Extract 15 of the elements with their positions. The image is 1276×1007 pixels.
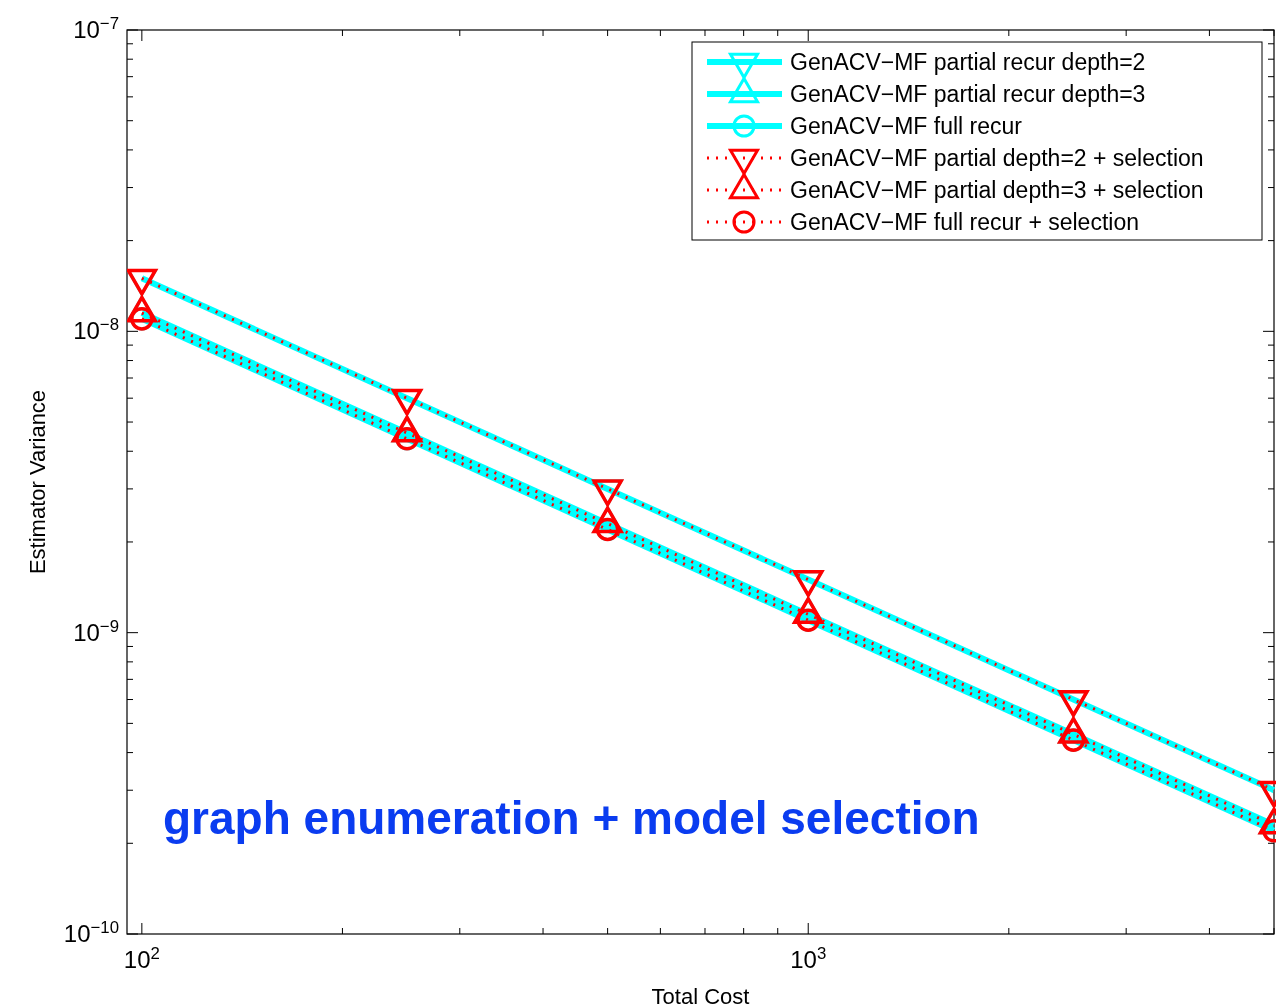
y-tick-label: 10$^{−7}$	[73, 13, 119, 43]
legend-label: GenACV−MF partial recur depth=3	[790, 81, 1146, 107]
y-tick-label: 10$^{−9}$	[73, 616, 119, 646]
y-tick-label: 10$^{−10}$	[63, 917, 119, 947]
x-tick-label: 10$^{3}$	[790, 943, 827, 973]
annotation: graph enumeration + model selection	[163, 792, 980, 844]
y-axis-title: Estimator Variance	[25, 389, 50, 575]
legend-label: GenACV−MF partial depth=2 + selection	[790, 145, 1204, 171]
x-tick-label: 10$^{2}$	[123, 943, 160, 973]
legend-label: GenACV−MF full recur	[790, 113, 1023, 139]
legend-label: GenACV−MF full recur + selection	[790, 209, 1139, 235]
x-axis-title: Total Cost	[651, 984, 750, 1007]
legend-label: GenACV−MF partial recur depth=2	[790, 49, 1146, 75]
legend-label: GenACV−MF partial depth=3 + selection	[790, 177, 1204, 203]
y-tick-label: 10$^{−8}$	[73, 314, 119, 345]
